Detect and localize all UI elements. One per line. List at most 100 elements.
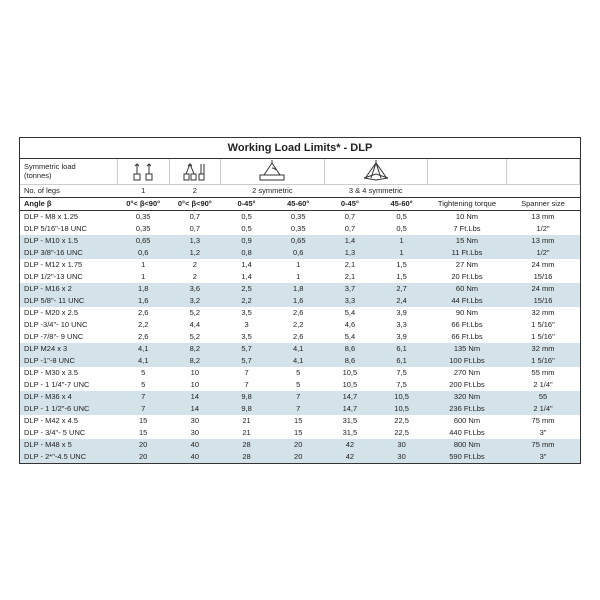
row-tight: 15 Nm: [427, 235, 506, 247]
row-span: 1/2": [507, 247, 580, 259]
row-value: 2,5: [221, 283, 273, 295]
row-value: 0,5: [376, 210, 428, 223]
row-value: 0,7: [169, 210, 221, 223]
row-value: 2: [169, 271, 221, 283]
row-value: 2,1: [324, 271, 376, 283]
row-value: 3,7: [324, 283, 376, 295]
table-row: DLP - 3/4"- 5 UNC1530211531,522,5440 Ft.…: [20, 427, 580, 439]
row-value: 1,8: [272, 283, 324, 295]
row-value: 3: [221, 319, 273, 331]
row-value: 10,5: [376, 391, 428, 403]
row-value: 2,2: [117, 319, 169, 331]
row-value: 2,6: [272, 307, 324, 319]
row-tight: 800 Nm: [427, 439, 506, 451]
row-value: 2: [169, 259, 221, 271]
row-value: 2,2: [272, 319, 324, 331]
row-value: 3,9: [376, 307, 428, 319]
table-row: DLP - M12 x 1.75121,412,11,527 Nm24 mm: [20, 259, 580, 271]
row-name: DLP - M20 x 2.5: [20, 307, 117, 319]
angle-1: 0°< β<90°: [169, 197, 221, 210]
row-value: 10,5: [376, 403, 428, 415]
row-value: 10: [169, 367, 221, 379]
row-value: 0,8: [221, 247, 273, 259]
row-tight: 20 Ft.Lbs: [427, 271, 506, 283]
row-tight: 90 Nm: [427, 307, 506, 319]
angle-2: 0-45°: [221, 197, 273, 210]
row-value: 5,4: [324, 307, 376, 319]
row-value: 1: [272, 271, 324, 283]
hdr-blank-1: [427, 159, 506, 185]
row-value: 8,6: [324, 343, 376, 355]
row-span: 13 mm: [507, 235, 580, 247]
row-value: 0,35: [117, 223, 169, 235]
table-row: DLP 5/8"- 11 UNC1,63,22,21,63,32,444 Ft.…: [20, 295, 580, 307]
legs-label: No. of legs: [20, 184, 117, 197]
row-name: DLP - 1 1/2"-6 UNC: [20, 403, 117, 415]
row-value: 0,7: [169, 223, 221, 235]
row-tight: 66 Ft.Lbs: [427, 331, 506, 343]
row-span: 2 1/4": [507, 379, 580, 391]
row-value: 1,5: [376, 271, 428, 283]
row-value: 5,7: [221, 355, 273, 367]
row-value: 22,5: [376, 427, 428, 439]
table-row: DLP - M30 x 3.55107510,57,5270 Nm55 mm: [20, 367, 580, 379]
row-value: 7: [221, 367, 273, 379]
table-row: DLP - M20 x 2.52,65,23,52,65,43,990 Nm32…: [20, 307, 580, 319]
legs-1: 1: [117, 184, 169, 197]
hdr-sym-load: Symmetric load(tonnes): [20, 159, 117, 185]
row-value: 1: [376, 235, 428, 247]
row-value: 14,7: [324, 391, 376, 403]
row-span: 1/2": [507, 223, 580, 235]
row-value: 1,4: [221, 259, 273, 271]
row-value: 2,4: [376, 295, 428, 307]
icon-2-leg: [169, 159, 221, 185]
row-name: DLP - 1 1/4"-7 UNC: [20, 379, 117, 391]
hdr-span: Spanner size: [507, 197, 580, 210]
row-tight: 135 Nm: [427, 343, 506, 355]
hdr-blank-2: [507, 159, 580, 185]
row-name: DLP 3/8"-16 UNC: [20, 247, 117, 259]
load-limits-table: Symmetric load(tonnes): [20, 159, 580, 463]
table-row: DLP - 1 1/2"-6 UNC7149,8714,710,5236 Ft.…: [20, 403, 580, 415]
row-value: 10: [169, 379, 221, 391]
row-value: 1,5: [376, 259, 428, 271]
row-value: 1,4: [324, 235, 376, 247]
row-value: 0,5: [221, 223, 273, 235]
row-value: 7: [117, 391, 169, 403]
row-value: 0,7: [324, 210, 376, 223]
row-tight: 27 Nm: [427, 259, 506, 271]
row-value: 30: [169, 427, 221, 439]
row-value: 3,2: [169, 295, 221, 307]
row-name: DLP 5/8"- 11 UNC: [20, 295, 117, 307]
table-row: DLP -1"-8 UNC4,18,25,74,18,66,1100 Ft.Lb…: [20, 355, 580, 367]
table-row: DLP - M16 x 21,83,62,51,83,72,760 Nm24 m…: [20, 283, 580, 295]
row-value: 10,5: [324, 379, 376, 391]
row-span: 75 mm: [507, 415, 580, 427]
row-value: 9,8: [221, 391, 273, 403]
table-row: DLP -3/4"- 10 UNC2,24,432,24,63,366 Ft.L…: [20, 319, 580, 331]
row-span: 24 mm: [507, 283, 580, 295]
row-name: DLP - M16 x 2: [20, 283, 117, 295]
row-value: 40: [169, 439, 221, 451]
row-tight: 590 Ft.Lbs: [427, 451, 506, 463]
legs-2sym: 2 symmetric: [221, 184, 324, 197]
table-row: DLP - M8 x 1.250,350,70,50,350,70,510 Nm…: [20, 210, 580, 223]
angle-4: 0-45°: [324, 197, 376, 210]
row-value: 2,6: [117, 331, 169, 343]
row-value: 1,2: [169, 247, 221, 259]
table-row: DLP - 2*"-4.5 UNC204028204230590 Ft.Lbs3…: [20, 451, 580, 463]
row-name: DLP -7/8"- 9 UNC: [20, 331, 117, 343]
row-value: 7,5: [376, 379, 428, 391]
row-value: 20: [117, 451, 169, 463]
row-value: 5,2: [169, 307, 221, 319]
icon-1-leg: [117, 159, 169, 185]
table-row: DLP 1/2"-13 UNC121,412,11,520 Ft.Lbs15/1…: [20, 271, 580, 283]
row-value: 14,7: [324, 403, 376, 415]
row-span: 32 mm: [507, 307, 580, 319]
angle-label: Angle β: [20, 197, 117, 210]
table-row: DLP - 1 1/4"-7 UNC5107510,57,5200 Ft.Lbs…: [20, 379, 580, 391]
row-value: 3,5: [221, 331, 273, 343]
row-value: 7: [117, 403, 169, 415]
table-row: DLP - M42 x 4.51530211531,522,5600 Nm75 …: [20, 415, 580, 427]
row-value: 1: [376, 247, 428, 259]
